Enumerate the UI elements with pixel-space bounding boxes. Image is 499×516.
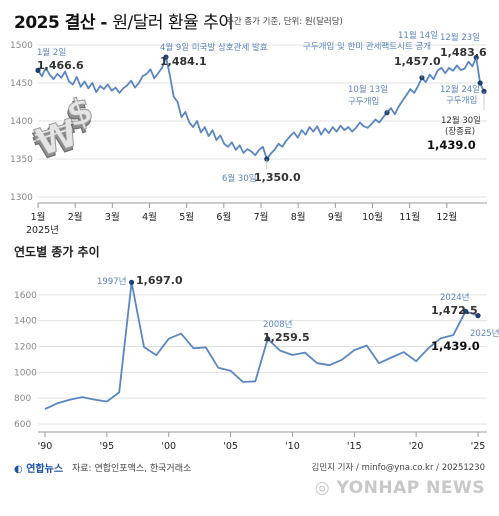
chart2-x-ticks: '90 '95 '00 '05 '10 '15 '20 '25 (38, 431, 487, 452)
chart1-gridlines (38, 44, 487, 198)
annotation-point (265, 336, 271, 342)
a4-note: 구두개입 (348, 96, 379, 107)
x-tick-label: 4월 (142, 211, 157, 223)
chart2-series-line (44, 281, 479, 410)
chart1-series-line (37, 56, 485, 160)
b2-value: 1,259.5 (263, 331, 310, 344)
x-tick-label: '10 (285, 441, 300, 452)
x-tick-label: 8월 (291, 211, 306, 223)
b2-year: 2008년 (263, 319, 292, 330)
y-tick-label: 1450 (10, 79, 33, 89)
b3-value: 1,472.5 (431, 304, 478, 317)
a8-value: 1,439.0 (427, 138, 476, 152)
page-title: 2025 결산 - 원/달러 환율 추이 (14, 8, 234, 33)
a5-note: 구두개입 및 한미 관세팩트시트 공개 (303, 41, 431, 52)
x-tick-label: 5월 (179, 211, 194, 223)
x-tick-label: 1월 (31, 211, 46, 223)
b4-year: 2025년 (470, 328, 499, 339)
chart1-x-ticks: 1월 2월 3월 4월 5월 6월 7월 8월 9월 10월 11월 12월 (31, 202, 487, 223)
watermark-text: YONHAP NEWS (336, 478, 485, 498)
a7-note: 구두개입 (446, 95, 477, 106)
chart2-gridlines (38, 294, 487, 425)
y-tick-label: 1400 (10, 117, 33, 127)
chart2-annotation-points (129, 279, 481, 342)
a2-value: 1,484.1 (160, 55, 207, 68)
logo-text: 연합뉴스 (26, 464, 64, 475)
annotation-point (477, 80, 483, 86)
x-tick-label: 12월 (436, 211, 457, 223)
a8-note: (장종료) (445, 126, 475, 137)
x-tick-label: '00 (161, 441, 176, 452)
x-tick-label: '95 (100, 441, 115, 452)
y-tick-label: 1300 (10, 193, 33, 203)
a3-value: 1,350.0 (254, 171, 301, 184)
annotation-point (129, 279, 135, 285)
annotation-point (475, 313, 481, 319)
x-tick-label: '15 (347, 441, 362, 452)
b1-value: 1,697.0 (136, 274, 183, 287)
y-tick-label: 1400 (14, 317, 37, 327)
title-main-text: 2025 결산 - (14, 13, 108, 33)
annotation-point (35, 67, 41, 73)
a7-date: 12월 24일 (440, 84, 480, 95)
a8-date: 12월 30일 (441, 115, 481, 126)
x-tick-label: 11월 (399, 211, 420, 223)
watermark: ◎ YONHAP NEWS (314, 478, 485, 498)
x-tick-label: 3월 (105, 211, 120, 223)
a5-date: 11월 14일 (398, 30, 438, 41)
y-tick-label: 800 (14, 394, 31, 404)
chart2-y-ticks: 600 800 1000 1200 1400 1600 (14, 291, 37, 430)
x-tick-label: '05 (223, 441, 238, 452)
chart2-title: 연도별 종가 추이 (14, 245, 100, 259)
y-tick-label: 1200 (14, 343, 37, 353)
a6-value: 1,483.6 (440, 46, 487, 59)
unit-note: 주간 종가 기준, 단위: 원(달러당) (226, 17, 343, 27)
a1-date: 1월 2일 (37, 47, 66, 58)
x-tick-label: 2월 (68, 211, 83, 223)
x-tick-label: '25 (471, 441, 486, 452)
source-text: 자료: 연합인포맥스, 한국거래소 (72, 464, 192, 474)
x-tick-label: 6월 (216, 211, 231, 223)
credit-text: 김민지 기자 / minfo@yna.co.kr / 20251230 (311, 463, 486, 473)
a2-date: 4월 9일 미국발 상호관세 발효 (160, 42, 268, 53)
a1-value: 1,466.6 (37, 59, 84, 72)
a3-date: 6월 30일 (222, 173, 257, 184)
chart1-year-label: 2025년 (26, 225, 59, 236)
y-tick-label: 1000 (14, 368, 37, 378)
x-tick-label: 10월 (362, 211, 383, 223)
won-dollar-sign-illustration: ₩ ₩ $ $ (29, 89, 99, 169)
y-tick-label: 1600 (14, 291, 37, 301)
b3-year: 2024년 (440, 292, 469, 303)
a5-value: 1,457.0 (394, 55, 441, 68)
b1-year: 1997년 (97, 276, 126, 287)
y-tick-label: 1350 (10, 155, 33, 165)
x-tick-label: '90 (38, 441, 53, 452)
chart1-y-ticks: 1300 1350 1400 1450 1500 (10, 41, 33, 203)
a6-date: 12월 23일 (440, 32, 480, 43)
annotation-point (463, 308, 469, 314)
a4-date: 10월 13일 (348, 84, 388, 95)
title-subtitle: 원/달러 환율 추이 (112, 13, 234, 33)
chart1-leader-lines (165, 57, 485, 170)
x-tick-label: 9월 (328, 211, 343, 223)
x-tick-label: '20 (409, 441, 424, 452)
x-tick-label: 7월 (254, 211, 269, 223)
yonhap-logo: ◐ 연합뉴스 (14, 464, 64, 475)
y-tick-label: 600 (14, 420, 31, 430)
b4-value: 1,439.0 (431, 339, 480, 353)
y-tick-label: 1500 (10, 41, 33, 51)
yearly-rate-chart: 600 800 1000 1200 1400 1600 '90 '95 '00 '05 '10 '1… (14, 274, 499, 452)
